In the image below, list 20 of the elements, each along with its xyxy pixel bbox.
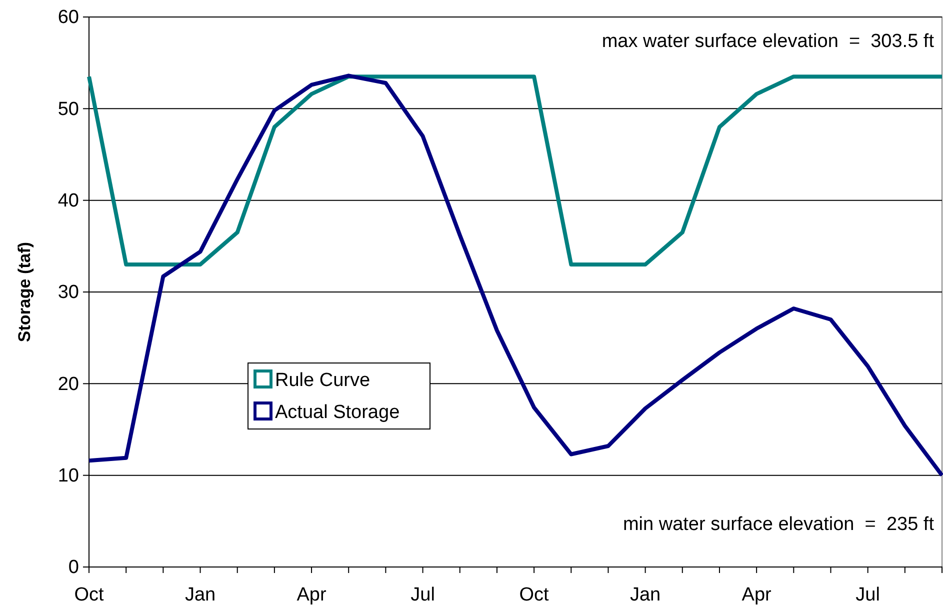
legend-label: Actual Storage xyxy=(275,402,400,423)
y-tick-label: 20 xyxy=(58,374,79,395)
x-tick-label: Jul xyxy=(856,584,880,606)
x-tick-label: Oct xyxy=(519,584,550,606)
legend-label: Rule Curve xyxy=(275,370,370,391)
y-tick-label: 40 xyxy=(58,190,79,212)
x-tick-label: Apr xyxy=(296,584,327,606)
y-tick-label: 50 xyxy=(58,98,79,120)
y-axis-title: Storage (taf) xyxy=(15,242,34,342)
annotation: max water surface elevation = 303.5 ft xyxy=(602,31,935,52)
x-tick-label: Jan xyxy=(630,584,661,606)
y-tick-label: 60 xyxy=(58,7,79,28)
x-tick-label: Jan xyxy=(184,584,216,606)
x-tick-label: Oct xyxy=(74,584,104,606)
x-tick-label: Jul xyxy=(410,584,435,606)
x-tick-label: Apr xyxy=(742,584,772,606)
y-tick-label: 10 xyxy=(58,465,79,486)
y-tick-label: 30 xyxy=(58,282,79,304)
y-tick-label: 0 xyxy=(68,557,79,578)
annotation: min water surface elevation = 235 ft xyxy=(622,514,935,535)
